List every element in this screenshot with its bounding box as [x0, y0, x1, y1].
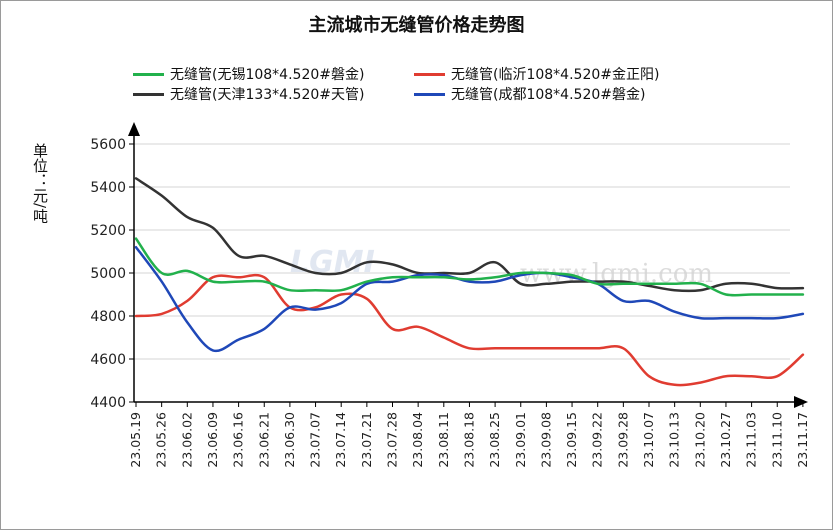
x-tick-label: 23.08.11	[436, 412, 451, 468]
x-tick-label: 23.08.18	[461, 412, 476, 468]
y-axis-arrow	[128, 122, 140, 136]
y-tick-label: 4400	[90, 395, 126, 411]
legend-label-chengdu: 无缝管(成都108*4.520#磐金)	[451, 87, 646, 103]
x-tick-label: 23.09.28	[615, 412, 630, 468]
x-tick-label: 23.08.04	[410, 412, 425, 468]
y-tick-label: 5600	[90, 137, 126, 153]
series-line-tianjin	[134, 177, 805, 293]
x-tick-label: 23.05.19	[128, 412, 143, 468]
x-tick-label: 23.07.21	[359, 412, 374, 468]
y-axis-label: 单位：元/吨	[31, 143, 49, 224]
legend-swatch-wuxi	[133, 72, 164, 76]
x-tick-label: 23.07.07	[308, 412, 323, 468]
legend-swatch-chengdu	[414, 92, 445, 96]
y-tick-label: 5000	[90, 266, 126, 282]
legend-item-tianjin: 无缝管(天津133*4.520#天管)	[133, 84, 364, 104]
x-tick-label: 23.06.09	[205, 412, 220, 468]
x-tick-label: 23.10.20	[692, 412, 707, 468]
x-tick-label: 23.10.07	[641, 412, 656, 468]
x-tick-label: 23.05.26	[154, 412, 169, 468]
chart-title: 主流城市无缝管价格走势图	[308, 15, 525, 36]
y-tick-label: 4600	[90, 352, 126, 368]
x-tick-label: 23.06.21	[256, 412, 271, 468]
x-tick-label: 23.11.03	[744, 412, 759, 468]
x-tick-label: 23.09.08	[538, 412, 553, 468]
x-tick-label: 23.08.25	[487, 412, 502, 468]
x-tick-label: 23.09.15	[564, 412, 579, 468]
y-tick-label: 4800	[90, 309, 126, 325]
legend-item-chengdu: 无缝管(成都108*4.520#磐金)	[414, 84, 645, 104]
legend-item-wuxi: 无缝管(无锡108*4.520#磐金)	[133, 64, 364, 84]
legend-label-wuxi: 无缝管(无锡108*4.520#磐金)	[170, 67, 365, 83]
legend-swatch-tianjin	[133, 92, 164, 96]
x-tick-label: 23.06.30	[282, 412, 297, 468]
series-line-wuxi	[134, 237, 805, 297]
x-tick-label: 23.10.13	[667, 412, 682, 468]
x-tick-label: 23.09.22	[590, 412, 605, 468]
legend-swatch-linyi	[414, 72, 445, 76]
legend-label-tianjin: 无缝管(天津133*4.520#天管)	[170, 87, 365, 103]
series-line-linyi	[134, 273, 805, 387]
x-tick-label: 23.06.02	[179, 412, 194, 468]
y-tick-label: 5200	[90, 223, 126, 239]
x-tick-label: 23.09.01	[513, 412, 528, 468]
legend-label-linyi: 无缝管(临沂108*4.520#金正阳)	[451, 67, 660, 83]
x-tick-label: 23.07.14	[333, 412, 348, 468]
x-tick-label: 23.11.17	[795, 412, 810, 468]
series-line-chengdu	[134, 245, 805, 353]
x-tick-label: 23.11.10	[769, 412, 784, 468]
x-axis-arrow	[794, 396, 808, 408]
x-tick-label: 23.10.27	[718, 412, 733, 468]
x-tick-label: 23.07.28	[385, 412, 400, 468]
legend-item-linyi: 无缝管(临沂108*4.520#金正阳)	[414, 64, 659, 84]
x-tick-label: 23.06.16	[231, 412, 246, 468]
y-tick-label: 5400	[90, 180, 126, 196]
